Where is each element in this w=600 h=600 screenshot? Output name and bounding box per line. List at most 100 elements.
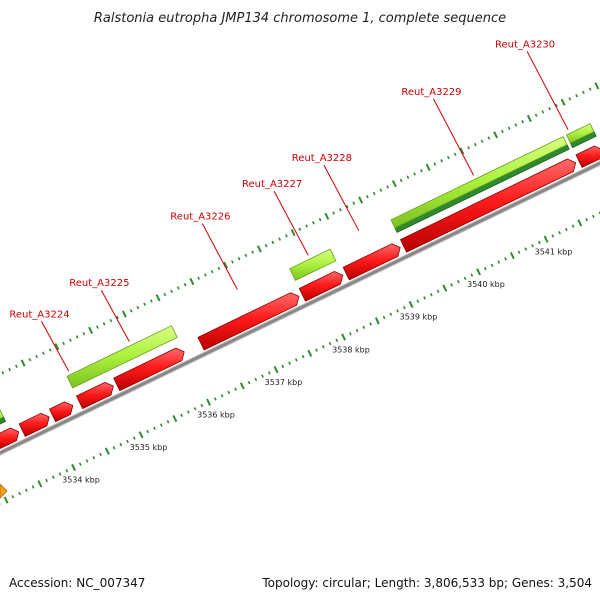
- cds-feature: [298, 271, 344, 302]
- tick-mark: [571, 224, 575, 228]
- tick-mark: [396, 309, 399, 313]
- tick-mark: [355, 328, 359, 333]
- tick-mark: [433, 162, 437, 166]
- tick-mark: [490, 263, 494, 268]
- tick-mark: [153, 426, 156, 431]
- tick-mark: [581, 90, 585, 95]
- tick-mark: [497, 260, 501, 264]
- tick-mark: [446, 155, 450, 160]
- tick-mark: [35, 354, 38, 359]
- tick-mark: [197, 276, 200, 280]
- tick-mark: [413, 172, 416, 176]
- tick-mark: [271, 240, 275, 245]
- tick-mark: [521, 120, 524, 124]
- tick-mark: [348, 332, 352, 336]
- cds-feature: [113, 347, 185, 392]
- tick-mark: [247, 380, 251, 385]
- tick-mark: [453, 152, 457, 157]
- tick-mark: [358, 196, 364, 204]
- tick-mark: [541, 110, 545, 114]
- tick-mark: [278, 237, 281, 241]
- tick-mark: [155, 294, 161, 302]
- tick-mark: [507, 126, 511, 130]
- tick-mark: [459, 147, 465, 155]
- tick-mark: [338, 208, 342, 212]
- tick-mark: [408, 300, 414, 309]
- tick-mark: [11, 495, 15, 499]
- tick-mark: [210, 270, 214, 274]
- tick-label: 3539 kbp: [400, 313, 438, 322]
- tick-label: 3537 kbp: [265, 378, 303, 387]
- tick-mark: [119, 442, 123, 447]
- tick-mark: [514, 123, 518, 127]
- tick-mark: [288, 361, 291, 365]
- map-title: Ralstonia eutropha JMP134 chromosome 1, …: [94, 11, 506, 26]
- gene-feature: [66, 325, 178, 389]
- tick-mark: [386, 185, 389, 189]
- gene-label: Reut_A3227: [242, 179, 302, 190]
- tick-mark: [121, 310, 127, 318]
- tick-mark: [470, 273, 474, 277]
- tick-mark: [476, 268, 481, 276]
- tick-mark: [193, 407, 197, 411]
- tick-mark: [298, 227, 302, 232]
- tick-mark: [345, 204, 349, 209]
- tick-mark: [41, 351, 45, 355]
- tick-mark: [352, 201, 356, 205]
- tick-mark: [31, 485, 35, 489]
- tick-mark: [391, 180, 397, 188]
- tick-mark: [20, 359, 26, 367]
- tick-mark: [28, 358, 32, 362]
- tick-mark: [251, 250, 254, 254]
- tick-mark: [267, 371, 271, 375]
- tick-mark: [425, 163, 431, 171]
- tick-mark: [8, 367, 11, 372]
- tick-mark: [159, 423, 163, 427]
- tick-mark: [176, 286, 180, 290]
- tick-mark: [273, 366, 279, 374]
- tick-mark: [234, 387, 237, 391]
- tick-label: 3541 kbp: [535, 248, 573, 257]
- tick-mark: [362, 325, 366, 329]
- tick-mark: [126, 439, 129, 444]
- tick-mark: [487, 136, 491, 140]
- tick-mark: [575, 93, 578, 98]
- tick-mark: [509, 251, 515, 260]
- tick-mark: [564, 227, 568, 232]
- tick-mark: [51, 475, 55, 479]
- tick-mark: [213, 397, 217, 401]
- tick-mark: [294, 358, 298, 362]
- tick-mark: [281, 364, 285, 369]
- gene-label: Reut_A3230: [495, 39, 555, 50]
- tick-mark: [92, 455, 96, 460]
- tick-mark: [54, 343, 60, 351]
- gene-label: Reut_A3225: [69, 278, 129, 289]
- marker-layer: [0, 483, 8, 499]
- tick-mark: [423, 296, 426, 300]
- tick-mark: [311, 221, 315, 225]
- tick-mark: [480, 139, 484, 144]
- tick-mark: [442, 284, 448, 292]
- tick-mark: [594, 82, 600, 90]
- tick-mark: [82, 331, 86, 336]
- tick-mark: [68, 338, 72, 342]
- tick-mark: [244, 253, 248, 258]
- tick-mark: [436, 289, 440, 294]
- label-leader-line: [41, 321, 70, 372]
- label-leader-line: [273, 191, 309, 256]
- tick-mark: [328, 341, 332, 346]
- gene-label: Reut_A3224: [9, 309, 69, 320]
- tick-mark: [537, 240, 541, 245]
- tick-mark: [254, 377, 258, 382]
- tick-mark: [116, 315, 119, 320]
- cds-layer: [0, 145, 600, 450]
- backbone-line: [0, 161, 600, 455]
- cds-feature: [197, 292, 300, 351]
- tick-mark: [473, 142, 477, 147]
- tick-mark: [146, 429, 150, 434]
- tick-mark: [256, 245, 262, 253]
- tick-mark: [379, 188, 383, 192]
- tick-label: 3536 kbp: [197, 411, 235, 420]
